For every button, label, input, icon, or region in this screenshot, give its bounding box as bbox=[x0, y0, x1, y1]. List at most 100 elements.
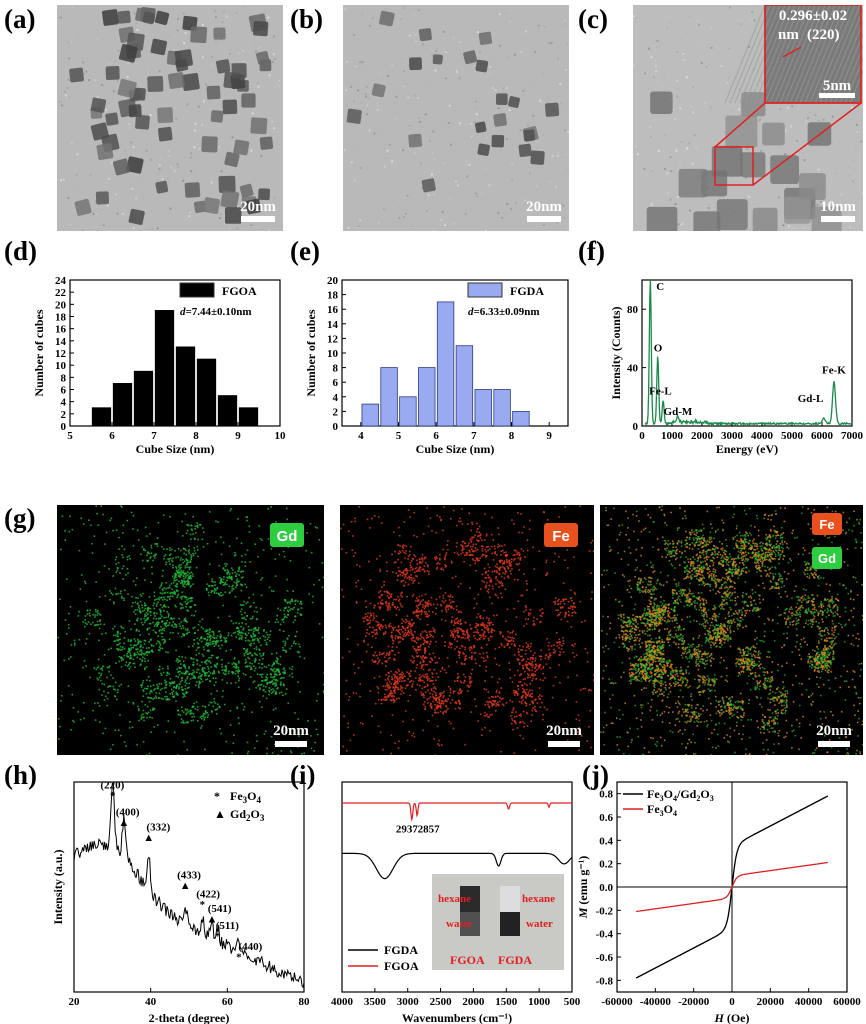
map-dot bbox=[209, 634, 212, 637]
map-dot bbox=[169, 598, 171, 600]
map-dot bbox=[274, 671, 276, 673]
map-dot bbox=[110, 517, 113, 520]
map-dot bbox=[163, 555, 166, 558]
map-dot bbox=[559, 602, 562, 605]
map-dot bbox=[158, 668, 161, 671]
map-dot bbox=[494, 565, 497, 568]
tem-noise bbox=[455, 69, 458, 72]
map-dot bbox=[559, 651, 561, 654]
map-dot bbox=[428, 697, 430, 700]
map-dot bbox=[531, 700, 534, 703]
map-dot bbox=[182, 672, 184, 675]
map-dot bbox=[224, 581, 227, 584]
map-dot bbox=[399, 633, 402, 636]
map-dot bbox=[103, 654, 106, 656]
map-dot bbox=[101, 633, 103, 635]
map-dot bbox=[366, 623, 369, 625]
map-dot bbox=[523, 690, 525, 692]
map-dot bbox=[468, 639, 471, 641]
map-dot bbox=[111, 593, 114, 596]
tem-noise bbox=[274, 57, 277, 60]
map-dot bbox=[231, 663, 234, 665]
map-dot bbox=[393, 561, 396, 564]
tem-noise bbox=[760, 149, 763, 152]
map-dot bbox=[234, 666, 237, 669]
map-dot bbox=[254, 626, 257, 629]
map-dot bbox=[184, 583, 186, 585]
map-dot bbox=[247, 656, 249, 659]
map-dot bbox=[389, 686, 392, 689]
map-dot bbox=[514, 633, 517, 636]
tem-noise bbox=[792, 226, 795, 229]
map-dot bbox=[299, 602, 301, 605]
map-dot bbox=[193, 642, 196, 645]
map-dot bbox=[528, 647, 530, 650]
map-dot bbox=[442, 703, 445, 705]
map-dot bbox=[417, 646, 420, 649]
map-dot bbox=[177, 754, 179, 755]
tem-noise bbox=[826, 153, 829, 156]
panel-label-c: (c) bbox=[578, 4, 608, 34]
map-dot bbox=[160, 632, 163, 635]
map-dot bbox=[173, 682, 175, 684]
map-dot bbox=[279, 663, 282, 666]
map-dot bbox=[210, 656, 212, 659]
map-dot bbox=[442, 597, 445, 599]
map-dot bbox=[452, 692, 455, 694]
map-dot bbox=[439, 516, 441, 518]
map-dot bbox=[250, 629, 253, 631]
map-dot bbox=[494, 709, 497, 712]
map-dot bbox=[188, 545, 190, 548]
map-dot bbox=[147, 606, 149, 609]
map-dot bbox=[160, 596, 163, 599]
map-dot bbox=[424, 663, 427, 666]
tem-noise bbox=[435, 50, 438, 53]
map-dot bbox=[417, 655, 420, 657]
lattice-fringe bbox=[794, 5, 836, 104]
map-dot bbox=[95, 505, 97, 507]
map-dot bbox=[60, 700, 62, 702]
map-dot bbox=[144, 660, 146, 663]
tem-noise bbox=[522, 89, 525, 92]
map-dot bbox=[462, 630, 465, 632]
map-dot bbox=[455, 545, 458, 548]
map-dot bbox=[371, 517, 373, 520]
map-dot bbox=[118, 536, 120, 539]
map-dot bbox=[512, 630, 514, 632]
map-dot bbox=[150, 546, 153, 549]
map-dot bbox=[379, 590, 382, 592]
map-dot bbox=[448, 694, 451, 697]
tem-noise bbox=[525, 159, 528, 162]
map-dot bbox=[255, 629, 257, 632]
map-dot bbox=[235, 582, 238, 584]
tem-noise bbox=[407, 179, 410, 182]
map-dot bbox=[289, 602, 292, 605]
map-dot bbox=[186, 580, 189, 582]
map-dot bbox=[275, 670, 277, 673]
tem-noise bbox=[680, 140, 683, 143]
map-dot bbox=[189, 709, 192, 712]
zoom-line bbox=[714, 102, 766, 148]
map-dot bbox=[384, 631, 387, 633]
map-dot bbox=[420, 594, 423, 597]
map-dot bbox=[257, 639, 259, 642]
map-dot bbox=[192, 669, 195, 672]
map-dot bbox=[187, 583, 190, 586]
tem-noise bbox=[509, 9, 512, 12]
map-dot bbox=[498, 545, 501, 547]
tem-noise bbox=[444, 224, 447, 227]
map-dot bbox=[395, 683, 397, 686]
map-dot bbox=[127, 655, 130, 658]
map-dot bbox=[224, 591, 227, 593]
map-dot bbox=[424, 685, 427, 688]
map-dot bbox=[262, 695, 265, 697]
map-dot bbox=[137, 708, 140, 710]
map-dot bbox=[485, 626, 488, 629]
map-dot bbox=[299, 613, 302, 615]
nanocube bbox=[530, 150, 545, 165]
map-dot bbox=[244, 632, 247, 635]
tem-noise bbox=[421, 187, 424, 190]
map-dot bbox=[460, 636, 463, 639]
map-dot bbox=[390, 670, 392, 673]
peak-label: Gd-M bbox=[664, 406, 693, 418]
